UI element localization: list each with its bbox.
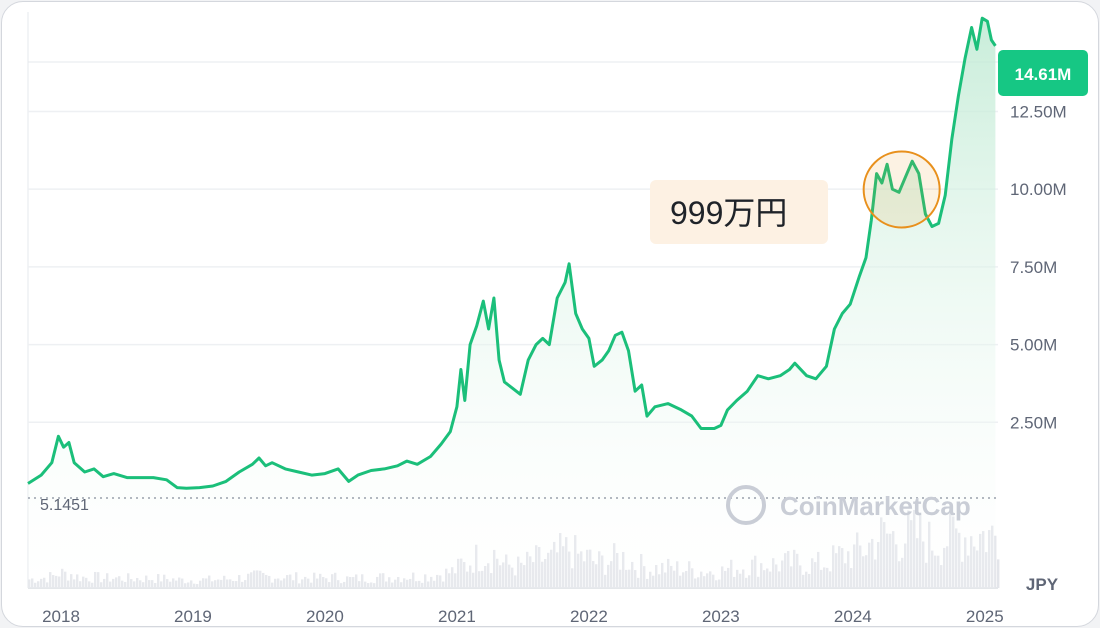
- annotation-highlight-circle: [862, 150, 941, 229]
- y-tick-label: 5.00M: [1010, 336, 1057, 355]
- x-tick-label: 2023: [702, 607, 740, 626]
- price-annotation: 999万円: [650, 150, 941, 244]
- annotation-callout: [650, 180, 828, 244]
- x-tick-label: 2018: [42, 607, 80, 626]
- y-tick-label: 2.50M: [1010, 413, 1057, 432]
- y-tick-label: 12.50M: [1010, 102, 1067, 121]
- x-tick-label: 2022: [570, 607, 608, 626]
- x-tick-label: 2020: [306, 607, 344, 626]
- currency-label: JPY: [1026, 575, 1059, 594]
- price-line: [27, 16, 997, 490]
- current-price-badge-bg: [998, 50, 1088, 96]
- current-price-badge: 14.61M: [998, 50, 1088, 96]
- y-tick-label: 7.50M: [1010, 258, 1057, 277]
- watermark-text: CoinMarketCap: [780, 491, 971, 521]
- x-tick-label: 2021: [438, 607, 476, 626]
- current-price-label: 14.61M: [1015, 65, 1072, 84]
- x-tick-label: 2025: [966, 607, 1004, 626]
- y-tick-label: 10.00M: [1010, 180, 1067, 199]
- watermark-logo-icon: [726, 485, 766, 525]
- watermark: CoinMarketCap: [726, 485, 971, 525]
- volume-bar: [997, 559, 1000, 588]
- base-value-label: 5.1451: [40, 497, 89, 514]
- x-tick-label: 2024: [834, 607, 872, 626]
- price-area: [28, 18, 996, 588]
- x-tick-label: 2019: [174, 607, 212, 626]
- annotation-text: 999万円: [670, 195, 787, 231]
